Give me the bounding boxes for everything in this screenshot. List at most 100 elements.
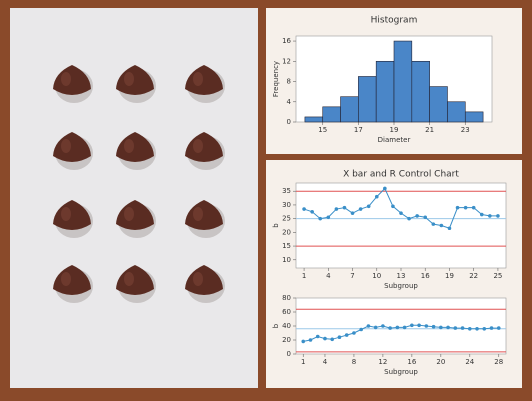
x-tick-label: 16 (421, 272, 430, 280)
point (471, 205, 476, 210)
bar (393, 40, 413, 123)
point (358, 207, 363, 211)
point (373, 325, 378, 330)
point (326, 215, 331, 220)
drop-highlight (61, 207, 71, 221)
point (488, 214, 492, 218)
drop-highlight (61, 72, 71, 86)
chocolate-drops (53, 65, 225, 303)
point (417, 323, 421, 328)
x-tick-label: 24 (465, 358, 474, 366)
y-tick-label: 0 (287, 350, 291, 358)
point (415, 214, 419, 218)
x-tick-label: 10 (372, 272, 381, 280)
point (388, 326, 392, 330)
point (460, 326, 465, 330)
point (302, 207, 306, 211)
drop-highlight (193, 272, 203, 286)
y-tick-label: 8 (287, 78, 291, 86)
point (315, 334, 320, 339)
y-tick-label: 35 (282, 187, 291, 195)
point (350, 211, 355, 215)
chart-title: Histogram (371, 16, 418, 26)
point (439, 223, 444, 228)
x-tick-label: 20 (436, 358, 445, 366)
point (496, 214, 500, 218)
drop-highlight (124, 139, 134, 153)
point (496, 326, 501, 330)
y-tick-label: 20 (282, 336, 291, 344)
series-line (303, 324, 499, 342)
x-tick-label: 25 (493, 272, 502, 280)
bar (464, 111, 484, 123)
drop-highlight (124, 207, 134, 221)
point (381, 324, 385, 328)
y-tick-label: 16 (282, 37, 291, 45)
y-tick-label: 15 (282, 242, 291, 250)
bar (340, 96, 359, 123)
point (330, 337, 335, 342)
y-tick-label: 25 (282, 215, 291, 223)
point (310, 209, 314, 214)
chocolate-drop (116, 200, 154, 230)
drop-highlight (124, 272, 134, 286)
y-axis-label: Frequency (272, 61, 280, 97)
x-tick-label: 13 (397, 272, 406, 280)
chocolate-drop (185, 200, 223, 230)
point (334, 207, 339, 211)
chocolate-drop (53, 132, 91, 162)
point (479, 212, 484, 217)
point (359, 327, 363, 332)
y-tick-label: 40 (282, 322, 291, 330)
drop-highlight (193, 139, 203, 153)
x-axis-label: Subgroup (384, 368, 418, 376)
bar (304, 116, 324, 123)
point (424, 324, 429, 328)
drop-highlight (61, 272, 71, 286)
point (342, 205, 347, 210)
x-tick-label: 8 (352, 358, 356, 366)
chocolate-drop (53, 265, 91, 295)
chocolate-drop (185, 265, 223, 295)
bar (429, 86, 448, 123)
y-tick-label: 4 (287, 98, 292, 106)
y-axis-label: b (272, 223, 280, 228)
x-tick-label: 21 (425, 126, 434, 134)
point (337, 335, 342, 340)
bar (358, 76, 377, 123)
drop-highlight (193, 72, 203, 86)
point (318, 216, 323, 221)
point (399, 211, 403, 215)
point (344, 333, 349, 337)
point (402, 325, 407, 330)
y-tick-label: 80 (282, 294, 291, 302)
x-tick-label: 1 (301, 358, 305, 366)
chart-title: X bar and R Control Chart (343, 170, 459, 180)
point (446, 325, 450, 330)
point (391, 204, 395, 209)
point (407, 216, 411, 221)
drop-highlight (61, 139, 71, 153)
chocolate-drop (116, 132, 154, 162)
y-tick-label: 10 (282, 256, 291, 264)
bar (411, 60, 430, 123)
x-tick-label: 12 (378, 358, 387, 366)
x-tick-label: 17 (354, 126, 363, 134)
point (301, 339, 306, 344)
point (431, 222, 436, 226)
chocolate-drop (185, 132, 223, 162)
drop-highlight (124, 72, 134, 86)
chocolate-drop (116, 65, 154, 95)
point (447, 226, 452, 231)
bar (447, 101, 466, 123)
chocolate-drop (116, 265, 154, 295)
y-tick-label: 0 (287, 118, 291, 126)
plot-area (295, 297, 507, 355)
point (463, 205, 468, 210)
x-tick-label: 23 (461, 126, 470, 134)
point (308, 338, 313, 342)
x-tick-label: 4 (323, 358, 328, 366)
point (431, 324, 436, 329)
point (410, 323, 414, 328)
